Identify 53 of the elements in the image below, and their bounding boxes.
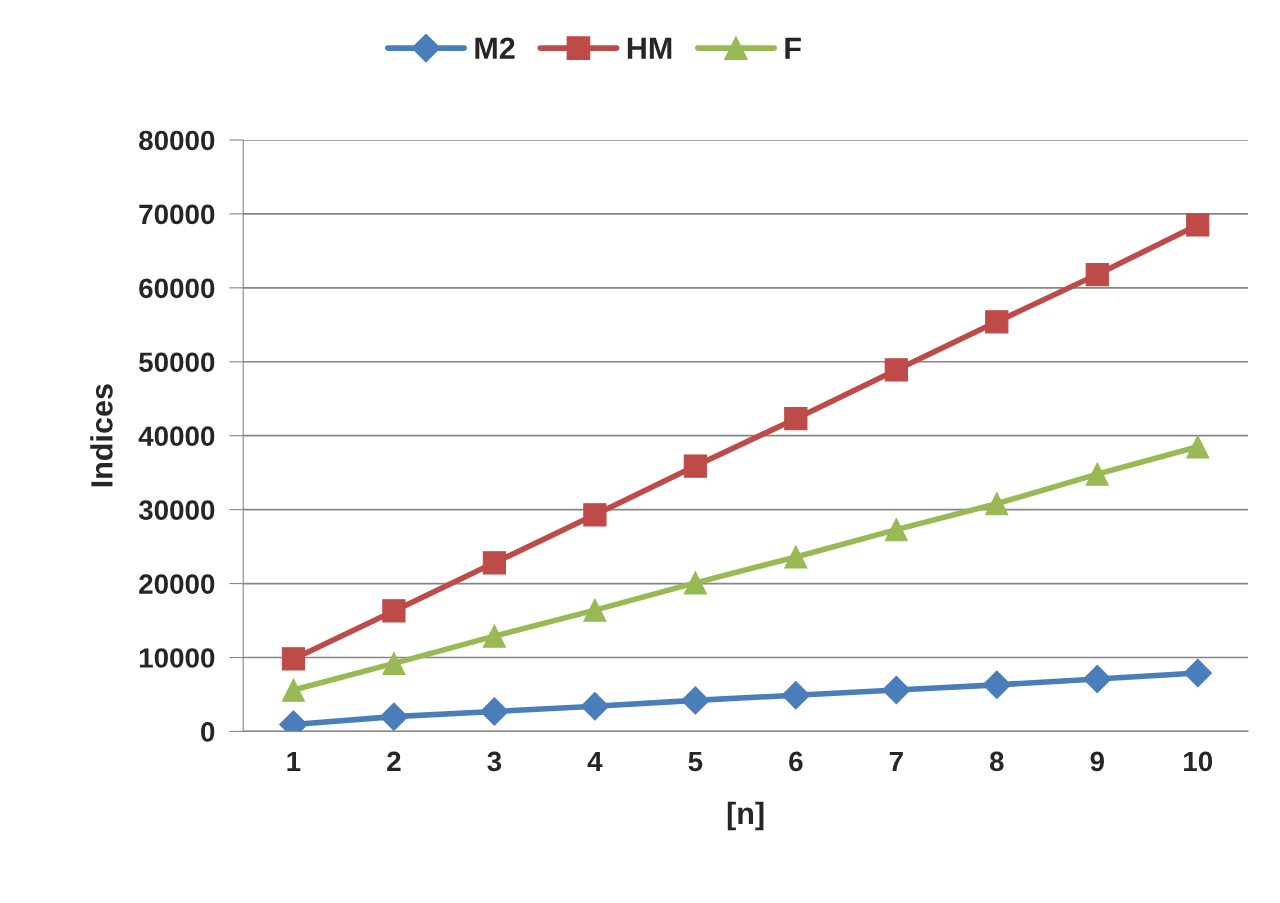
point: [382, 599, 406, 623]
y-tick-label: 80000: [139, 130, 215, 151]
point: [985, 492, 1009, 516]
point: [784, 545, 808, 569]
point: [580, 692, 610, 721]
y-tick-label: 50000: [139, 352, 215, 373]
point: [1085, 262, 1109, 287]
y-tick-label: 40000: [138, 426, 215, 447]
point: [683, 571, 707, 595]
y-tick-label: 70000: [139, 204, 215, 225]
y-tick-label: 30000: [138, 500, 215, 521]
y-tick-label: 20000: [139, 574, 215, 594]
point: [379, 702, 409, 731]
point: [1085, 462, 1109, 486]
x-axis-title: [n]: [727, 801, 764, 831]
x-tick-label: 6: [789, 751, 803, 772]
y-tick-label: 0: [201, 722, 215, 742]
point: [482, 624, 507, 648]
x-tick-label: 4: [587, 751, 603, 771]
x-tick-label: 5: [688, 751, 703, 772]
x-tick-label: 8: [989, 751, 1004, 772]
point: [382, 651, 406, 676]
point: [583, 503, 607, 527]
x-tick-label: 2: [387, 751, 401, 771]
y-tick-label: 10000: [139, 648, 215, 668]
point: [1083, 664, 1112, 694]
point: [784, 407, 808, 431]
point: [1186, 435, 1210, 459]
point: [882, 675, 911, 705]
point: [884, 358, 908, 382]
point: [781, 680, 811, 710]
x-tick-label: 7: [889, 751, 903, 771]
point: [281, 647, 306, 671]
point: [1183, 658, 1213, 688]
point: [583, 598, 607, 622]
point: [683, 454, 707, 478]
legend-label: F: [785, 37, 801, 59]
x-tick-label: 9: [1090, 751, 1104, 772]
point: [681, 686, 710, 715]
legend-label: HM: [627, 37, 672, 59]
point: [482, 551, 507, 575]
point: [1186, 213, 1210, 237]
y-axis-title: Indices: [90, 384, 113, 487]
x-tick-label: 1: [287, 751, 301, 771]
y-tick-label: 60000: [139, 278, 215, 299]
point: [480, 697, 509, 726]
point: [982, 670, 1012, 700]
point: [281, 678, 306, 702]
x-tick-label: 3: [487, 751, 502, 772]
point: [985, 310, 1009, 334]
point: [884, 517, 908, 542]
x-tick-label: 10: [1184, 751, 1213, 772]
legend-label: M2: [475, 37, 515, 59]
